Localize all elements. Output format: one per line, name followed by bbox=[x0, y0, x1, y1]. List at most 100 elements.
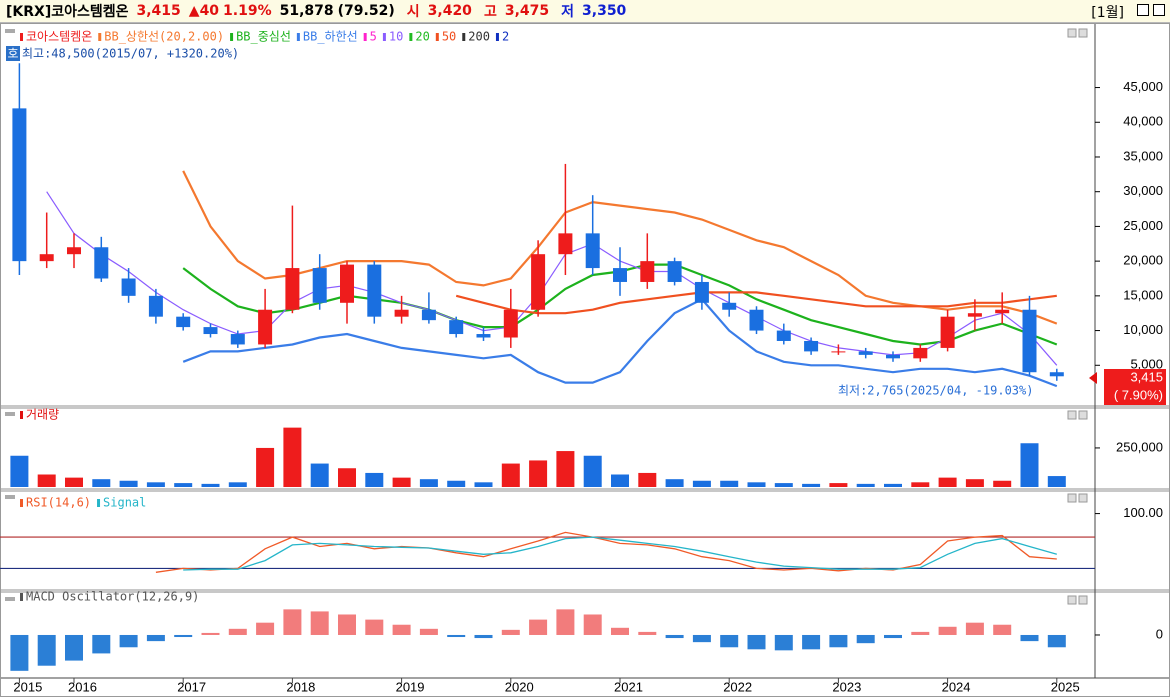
candle-body bbox=[230, 334, 245, 345]
bar bbox=[392, 624, 411, 635]
bar bbox=[310, 611, 329, 635]
bar bbox=[665, 479, 684, 487]
bar bbox=[146, 634, 165, 642]
legend-label: 5 bbox=[370, 30, 377, 44]
bar bbox=[283, 609, 302, 635]
bar bbox=[556, 451, 575, 487]
legend-label: Signal bbox=[103, 496, 146, 510]
candle-body bbox=[804, 340, 819, 352]
legend-label: 200 bbox=[468, 30, 490, 44]
candle-body bbox=[203, 327, 218, 335]
legend-marker bbox=[230, 33, 234, 41]
window-button[interactable] bbox=[1137, 4, 1149, 16]
bar bbox=[993, 624, 1012, 635]
high: 3,475 bbox=[504, 3, 550, 19]
bar bbox=[856, 634, 875, 644]
price: 3,415 bbox=[136, 3, 181, 19]
panel-separator bbox=[0, 405, 1170, 409]
y-tick-label: 25,000 bbox=[1123, 218, 1163, 233]
candle-body bbox=[640, 261, 655, 282]
bar bbox=[201, 632, 220, 635]
legend-label: 코아스템켐온 bbox=[26, 30, 92, 44]
bar bbox=[174, 483, 193, 487]
legend-marker bbox=[462, 33, 466, 41]
bar bbox=[1047, 634, 1066, 648]
legend-marker bbox=[98, 33, 102, 41]
bar bbox=[692, 480, 711, 487]
bar bbox=[802, 483, 821, 487]
candle-body bbox=[722, 302, 737, 310]
bar bbox=[884, 483, 902, 487]
candle-body bbox=[258, 309, 273, 345]
bar bbox=[911, 631, 930, 635]
bar bbox=[774, 634, 793, 651]
badge: 호 bbox=[7, 47, 18, 61]
period[interactable]: [1월] bbox=[1091, 5, 1124, 21]
x-tick-label: 2019 bbox=[396, 679, 425, 694]
candle-body bbox=[67, 247, 81, 255]
bar bbox=[392, 477, 411, 487]
close-button[interactable] bbox=[1153, 4, 1165, 16]
candle-body bbox=[749, 309, 764, 331]
candle-body bbox=[940, 316, 955, 348]
legend-label: 50 bbox=[442, 30, 456, 44]
bar bbox=[556, 609, 575, 635]
bar bbox=[65, 477, 83, 487]
y-tick-label: 35,000 bbox=[1123, 148, 1163, 163]
open: 3,420 bbox=[427, 3, 472, 19]
bar bbox=[283, 427, 302, 487]
bar bbox=[119, 480, 138, 487]
candle-body bbox=[367, 264, 382, 317]
y-tick-label: 45,000 bbox=[1123, 79, 1163, 94]
legend-marker bbox=[363, 33, 367, 41]
low-label: 저 bbox=[561, 4, 575, 20]
y-tick-label: 5,000 bbox=[1130, 357, 1163, 372]
candle-body bbox=[613, 268, 627, 282]
x-tick-label: 2017 bbox=[177, 679, 206, 694]
bar bbox=[747, 482, 766, 487]
bar bbox=[856, 483, 875, 487]
bar bbox=[720, 634, 739, 648]
candle-body bbox=[858, 351, 873, 355]
bar bbox=[611, 627, 629, 635]
legend-label: 2 bbox=[502, 30, 509, 44]
bar bbox=[774, 483, 793, 487]
y-tick-label: 0 bbox=[1156, 626, 1163, 641]
legend-label: BB_하한선 bbox=[303, 30, 358, 44]
candle-body bbox=[913, 347, 928, 359]
bar bbox=[829, 483, 848, 487]
y-tick-label: 100.00 bbox=[1123, 505, 1163, 520]
candle-body bbox=[694, 281, 709, 303]
bar bbox=[201, 483, 220, 487]
legend-marker bbox=[97, 499, 101, 507]
price-pointer bbox=[1089, 372, 1097, 384]
bar bbox=[965, 622, 984, 635]
bar bbox=[474, 634, 493, 639]
bar bbox=[10, 455, 29, 487]
bar bbox=[37, 634, 56, 666]
indicator-line bbox=[155, 531, 1057, 573]
bar bbox=[365, 472, 384, 487]
volume-ratio: (79.52) bbox=[337, 3, 395, 19]
legend-label: 10 bbox=[389, 30, 403, 44]
legend-marker bbox=[20, 33, 23, 41]
bar bbox=[419, 479, 438, 487]
low: 3,350 bbox=[582, 3, 627, 19]
change-pct: 1.19% bbox=[223, 3, 272, 19]
candle-body bbox=[449, 320, 464, 335]
bar bbox=[447, 634, 466, 638]
bar bbox=[92, 634, 111, 654]
y-tick-label: 10,000 bbox=[1123, 322, 1163, 337]
legend-marker bbox=[296, 33, 300, 41]
bar bbox=[911, 482, 930, 487]
bar bbox=[611, 474, 629, 487]
x-tick-label: 2024 bbox=[942, 679, 971, 694]
bar bbox=[447, 480, 466, 487]
bar bbox=[65, 634, 83, 661]
bar bbox=[665, 634, 684, 639]
bar bbox=[228, 482, 247, 487]
legend-marker bbox=[20, 499, 23, 507]
